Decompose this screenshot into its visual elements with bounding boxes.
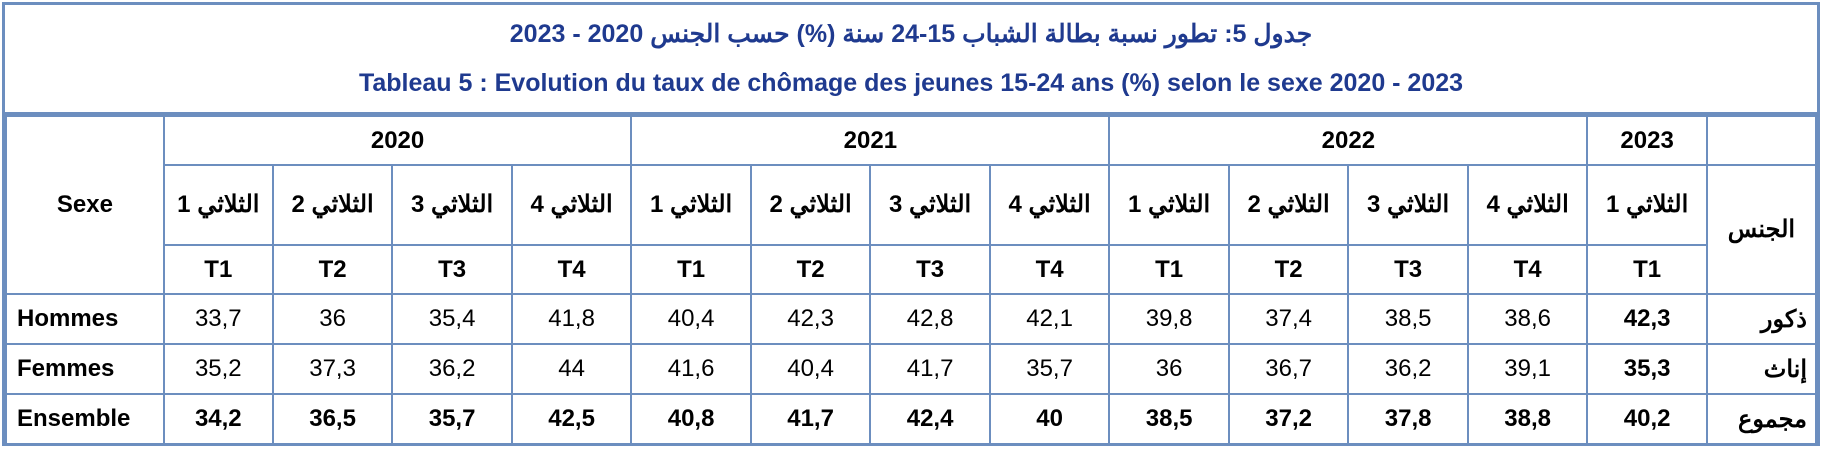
quarter-arabic-header: الثلاثي 2 [271,164,394,246]
title-arabic: جدول 5: تطور نسبة بطالة الشباب 15-24 سنة… [509,20,1313,48]
value-cell: 41,7 [869,343,991,395]
value-cell: 37,8 [1347,393,1469,445]
quarter-arabic-header: الثلاثي 3 [869,164,991,246]
value-cell: 35,2 [162,343,274,395]
year-header: 2023 [1586,115,1708,166]
value-cell: 36,2 [391,343,513,395]
value-cell: 41,8 [510,293,633,345]
value-cell: 37,3 [271,343,394,395]
quarter-code-header: T1 [1586,244,1708,295]
quarter-arabic-header: الثلاثي 4 [988,164,1111,246]
year-header-row: Sexe 2020 2021 2022 2023 [5,115,1818,295]
empty-corner-cell [1705,115,1818,166]
quarter-arabic-header: الثلاثي 3 [1347,164,1469,246]
quarter-code-header: T2 [271,244,394,295]
value-cell: 36 [1108,343,1230,395]
value-cell: 37,2 [1227,393,1350,445]
value-cell: 39,1 [1466,343,1589,395]
quarter-code-header: T1 [630,244,752,295]
value-cell: 42,8 [869,293,991,345]
quarter-arabic-header: الثلاثي 1 [1586,164,1708,246]
value-cell: 42,1 [988,293,1111,345]
quarter-code-header: T4 [510,244,633,295]
quarter-code-header: T3 [391,244,513,295]
quarter-arabic-header: الثلاثي 2 [749,164,872,246]
quarter-arabic-header: الثلاثي 2 [1227,164,1350,246]
value-cell: 42,3 [749,293,872,345]
value-cell: 37,4 [1227,293,1350,345]
quarter-arabic-header: الثلاثي 1 [162,164,274,246]
year-header: 2021 [630,115,1111,166]
value-cell: 39,8 [1108,293,1230,345]
quarter-arabic-header: الثلاثي 1 [630,164,752,246]
quarter-code-header: T3 [869,244,991,295]
quarter-code-header: T2 [1227,244,1350,295]
value-cell: 41,7 [749,393,872,445]
jins-header: الجنس [1705,164,1818,295]
value-cell: 34,2 [162,393,274,445]
quarter-code-header: T1 [162,244,274,295]
value-cell: 40,4 [630,293,752,345]
value-cell: 38,8 [1466,393,1589,445]
value-cell: 36,7 [1227,343,1350,395]
value-cell: 40,2 [1586,393,1708,445]
title-french: Tableau 5 : Evolution du taux de chômage… [358,69,1464,97]
year-header: 2020 [162,115,633,166]
sexe-header: Sexe [5,115,165,295]
row-label-arabic: إناث [1705,343,1818,395]
table-row: Femmes 35,2 37,3 36,2 44 41,6 40,4 41,7 35,7 36 36… [5,343,1818,395]
value-cell: 33,7 [162,293,274,345]
quarter-code-row: T1 T2 T3 T4 T1 T2 T3 T4 T1 T2 T3 T4 T1 [6,244,1816,295]
value-cell: 38,5 [1347,293,1469,345]
quarter-code-header: T1 [1108,244,1230,295]
row-label-arabic: مجموع [1705,393,1818,445]
table-row: Hommes 33,7 36 35,4 41,8 40,4 42,3 42,8 42,1 39,8… [5,293,1818,345]
year-header: 2022 [1108,115,1589,166]
table-row: Ensemble 34,2 36,5 35,7 42,5 40,8 41,7 42,4 40 38… [5,393,1818,445]
value-cell: 40,8 [630,393,752,445]
value-cell: 35,7 [391,393,513,445]
quarter-code-header: T4 [1466,244,1589,295]
table-frame: جدول 5: تطور نسبة بطالة الشباب 15-24 سنة… [2,2,1820,446]
value-cell: 40,4 [749,343,872,395]
value-cell: 38,5 [1108,393,1230,445]
row-label-arabic: ذكور [1705,293,1818,345]
value-cell: 35,4 [391,293,513,345]
row-label-french: Ensemble [5,393,165,445]
quarter-code-header: T2 [749,244,872,295]
row-label-french: Femmes [5,343,165,395]
value-cell: 42,4 [869,393,991,445]
quarter-code-header: T4 [988,244,1111,295]
quarter-code-header: T3 [1347,244,1469,295]
value-cell: 42,5 [510,393,633,445]
quarter-arabic-header: الثلاثي 4 [1466,164,1589,246]
value-cell: 35,7 [988,343,1111,395]
value-cell: 44 [510,343,633,395]
value-cell: 40 [988,393,1111,445]
value-cell: 41,6 [630,343,752,395]
row-label-french: Hommes [5,293,165,345]
data-table: Sexe 2020 2021 2022 2023 الثلاثي 1 الثلاثي 2 ال… [5,115,1818,445]
value-cell: 36,5 [271,393,394,445]
value-cell: 36 [271,293,394,345]
value-cell: 42,3 [1586,293,1708,345]
value-cell: 38,6 [1466,293,1589,345]
quarter-arabic-row: الثلاثي 1 الثلاثي 2 الثلاثي 3 الثلاثي 4 الثل… [6,164,1818,295]
quarter-arabic-header: الثلاثي 3 [391,164,513,246]
quarter-arabic-header: الثلاثي 1 [1108,164,1230,246]
quarter-arabic-header: الثلاثي 4 [510,164,633,246]
value-cell: 36,2 [1347,343,1469,395]
title-box: جدول 5: تطور نسبة بطالة الشباب 15-24 سنة… [5,5,1817,115]
value-cell: 35,3 [1586,343,1708,395]
